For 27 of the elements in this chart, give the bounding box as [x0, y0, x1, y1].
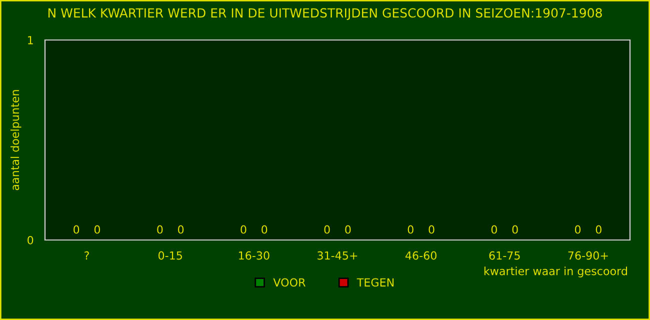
data-label: 0 [428, 225, 434, 234]
data-label: 0 [491, 225, 497, 234]
data-label: 0 [157, 225, 163, 234]
x-tick-label: 61-75 [489, 251, 520, 260]
x-tick-label: 46-60 [405, 251, 436, 260]
data-label: 0 [512, 225, 518, 234]
data-label: 0 [324, 225, 330, 234]
data-label: 0 [574, 225, 581, 234]
x-tick-label: 31-45+ [318, 251, 358, 260]
data-label: 0 [74, 225, 80, 234]
data-label: 0 [596, 225, 602, 234]
data-label: 0 [178, 225, 184, 234]
x-tick-label: 76-90+ [568, 251, 608, 260]
data-label: 0 [240, 225, 246, 234]
x-tick-label: 16-30 [239, 251, 270, 260]
chart-title: N WELK KWARTIER WERD ER IN DE UITWEDSTRIJDEN GESCOORD IN SEIZOEN:1907-1908 [48, 8, 602, 20]
legend-label: TEGEN [356, 278, 394, 287]
data-label: 0 [94, 225, 100, 234]
legend-label: VOOR [273, 278, 306, 287]
y-tick-label: 1 [28, 36, 33, 44]
data-label: 0 [345, 225, 351, 234]
x-tick-label: ? [84, 251, 89, 260]
y-axis-title: aantal doelpunten [10, 90, 22, 190]
x-axis-title: kwartier waar in gescoord [484, 266, 627, 278]
data-label: 0 [408, 225, 414, 234]
data-label: 0 [262, 225, 268, 234]
x-tick-label: 0-15 [158, 251, 182, 260]
